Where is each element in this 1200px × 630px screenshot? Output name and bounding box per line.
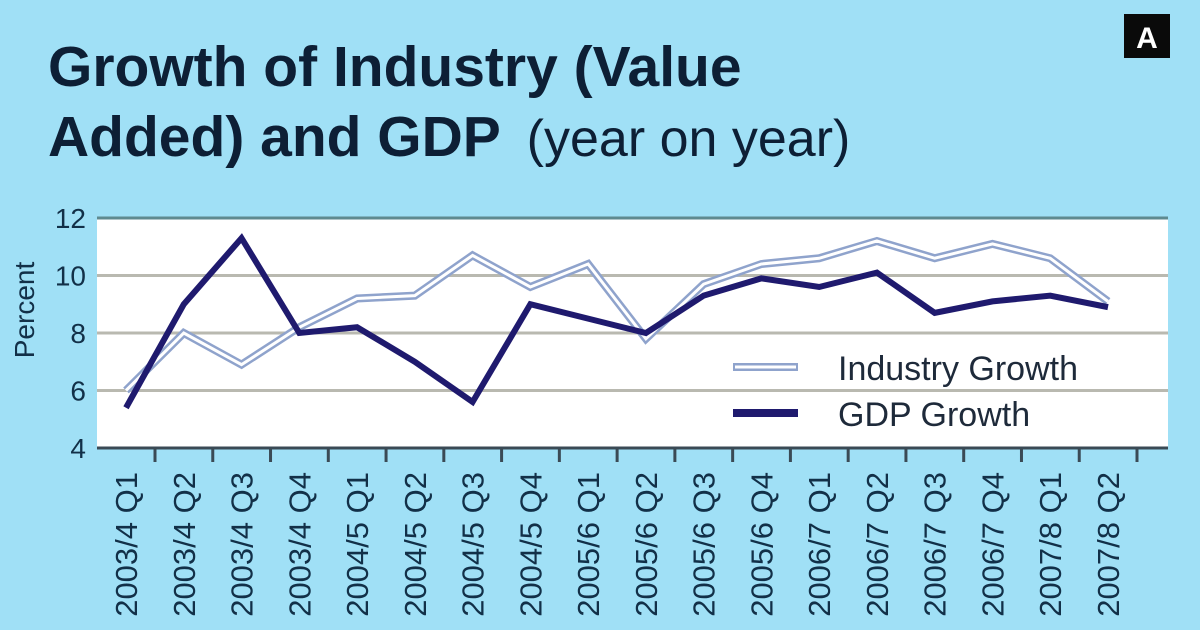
legend-gdp-label: GDP Growth xyxy=(838,396,1030,434)
x-tick-label: 2006/7 Q3 xyxy=(918,472,953,617)
y-tick-label: 4 xyxy=(70,433,86,464)
chart-subtitle: (year on year) xyxy=(527,110,851,168)
y-tick-label: 6 xyxy=(70,376,86,407)
x-tick-label: 2005/6 Q4 xyxy=(744,472,779,617)
chart-title-bold: Added) and GDP xyxy=(48,105,501,169)
x-tick-label: 2004/5 Q3 xyxy=(456,472,491,617)
x-tick-label: 2007/8 Q1 xyxy=(1033,472,1068,617)
x-tick-label: 2003/4 Q1 xyxy=(109,472,144,617)
x-tick-label: 2005/6 Q1 xyxy=(571,472,606,617)
chart-title-line2: Added) and GDP (year on year) xyxy=(48,105,850,169)
legend: Industry Growth GDP Growth xyxy=(733,350,1078,434)
x-tick-label: 2005/6 Q2 xyxy=(629,472,664,617)
x-tick-label: 2003/4 Q2 xyxy=(167,472,202,617)
chart-title-line1: Growth of Industry (Value xyxy=(48,35,742,99)
y-tick-label: 12 xyxy=(55,203,86,234)
x-tick-label: 2004/5 Q2 xyxy=(398,472,433,617)
x-tick-label: 2004/5 Q4 xyxy=(513,472,548,617)
badge: A xyxy=(1124,14,1170,58)
x-tick-label: 2007/8 Q2 xyxy=(1091,472,1126,617)
series-line-industry-growth-inner xyxy=(124,239,1109,392)
x-tick-label: 2003/4 Q4 xyxy=(282,472,317,617)
series-line-gdp-growth xyxy=(123,233,1109,410)
x-tick-label: 2005/6 Q3 xyxy=(687,472,722,617)
x-tick-label: 2004/5 Q1 xyxy=(340,472,375,617)
y-tick-label: 8 xyxy=(70,318,86,349)
y-axis-label: Percent xyxy=(9,262,40,359)
badge-label: A xyxy=(1136,22,1158,55)
x-tick-label: 2006/7 Q2 xyxy=(860,472,895,617)
x-tick-label: 2003/4 Q3 xyxy=(225,472,260,617)
y-tick-label: 10 xyxy=(55,261,86,292)
legend-industry-label: Industry Growth xyxy=(838,350,1078,388)
x-tick-label: 2006/7 Q4 xyxy=(975,472,1010,617)
x-tick-label: 2006/7 Q1 xyxy=(802,472,837,617)
